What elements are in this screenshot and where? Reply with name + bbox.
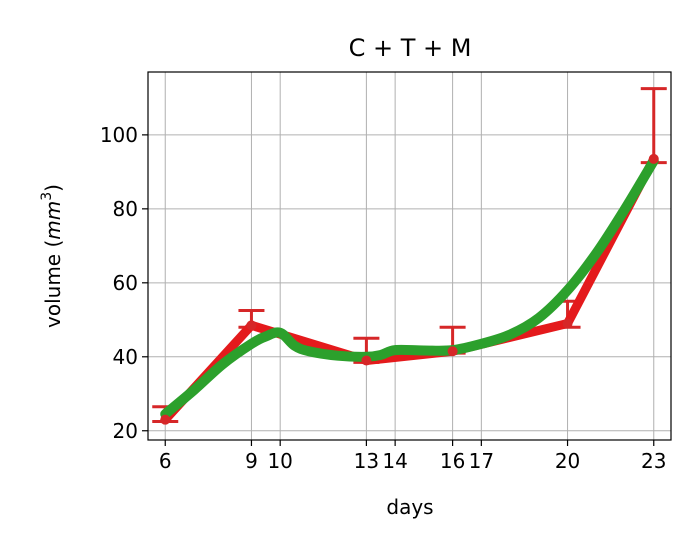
x-tick-label: 20 bbox=[555, 449, 580, 473]
x-tick-label: 9 bbox=[245, 449, 258, 473]
y-axis-label-unit: mm bbox=[41, 201, 65, 240]
data-point bbox=[160, 414, 171, 425]
y-axis-label-suffix: ) bbox=[41, 184, 65, 192]
y-tick-label: 80 bbox=[113, 197, 138, 221]
x-tick-label: 23 bbox=[641, 449, 666, 473]
x-tick-label: 6 bbox=[159, 449, 172, 473]
x-tick-label: 10 bbox=[267, 449, 292, 473]
y-axis-label: volume (mm3) bbox=[39, 184, 65, 328]
measured-line bbox=[160, 154, 659, 425]
x-tick-label: 16 bbox=[440, 449, 465, 473]
plot-frame bbox=[147, 71, 672, 441]
x-tick-label: 14 bbox=[382, 449, 407, 473]
ticks: 6 9 10 13 14 16 17 20 23 20 40 60 80 100 bbox=[100, 123, 667, 473]
y-axis-label-prefix: volume ( bbox=[41, 240, 65, 328]
x-tick-label: 13 bbox=[354, 449, 379, 473]
data-point bbox=[648, 153, 659, 164]
y-tick-label: 20 bbox=[113, 419, 138, 443]
y-tick-label: 100 bbox=[100, 123, 138, 147]
y-tick-label: 60 bbox=[113, 271, 138, 295]
x-tick-label: 17 bbox=[469, 449, 494, 473]
data-point bbox=[361, 355, 372, 366]
data-point bbox=[562, 318, 573, 329]
data-point bbox=[246, 320, 257, 331]
fit-curve bbox=[160, 155, 659, 420]
y-axis-label-sup: 3 bbox=[39, 192, 55, 201]
data-point bbox=[447, 346, 458, 357]
y-tick-label: 40 bbox=[113, 345, 138, 369]
x-axis-label: days bbox=[386, 495, 433, 519]
series-layer bbox=[152, 87, 667, 425]
chart-title: C + T + M bbox=[349, 34, 472, 62]
